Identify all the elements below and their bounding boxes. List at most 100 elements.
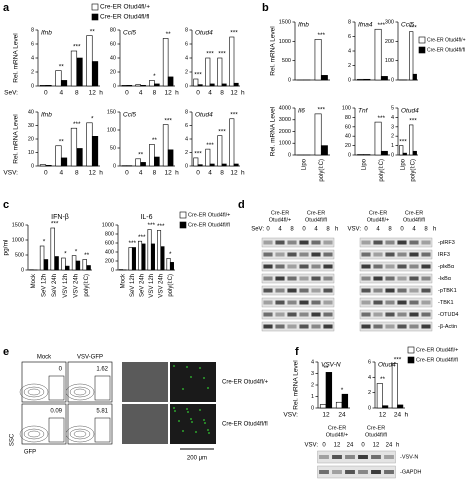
lane-label: 4: [278, 227, 282, 233]
legend-label: Cre-ER Otud4fl/fl: [100, 14, 150, 21]
blot-header: Otud4fl/fl: [305, 217, 327, 223]
x-tick-label: SeV 12h: [130, 274, 136, 297]
y-tick-label: 2: [185, 69, 188, 75]
x-tick-label: SeV 12h: [42, 274, 48, 297]
y-tick-label: 0: [185, 163, 188, 169]
x-tick-label: 8: [153, 90, 157, 97]
lane-label: 12: [334, 443, 341, 449]
x-tick-label: poly(I:C): [84, 274, 90, 297]
gfp-cell: [190, 418, 192, 420]
blot-band: [385, 300, 395, 305]
x-tick-label: Lipo: [361, 158, 367, 170]
x-tick-label: Mock: [120, 273, 126, 288]
x-tick-label: 12: [165, 90, 173, 97]
y-tick-label: 3000: [279, 117, 291, 123]
significance: ***: [377, 115, 385, 122]
bar: [135, 158, 141, 167]
y-tick-label: 4: [185, 136, 188, 142]
x-tick-label: 4: [208, 90, 212, 97]
bar: [140, 85, 146, 87]
y-axis-label: pg/ml: [3, 239, 10, 255]
chart-title: Ccl5: [123, 30, 136, 37]
blot-band: [371, 455, 381, 459]
blot-treatment: SeV:: [251, 227, 264, 233]
chart-title: IL-6: [140, 214, 152, 221]
blot-band: [287, 324, 297, 329]
blot-strip: [359, 237, 433, 248]
flow-contour: [23, 428, 45, 440]
blot-band: [287, 312, 297, 317]
significance: ***: [218, 51, 226, 58]
blot-row-label: -β-Actin: [438, 324, 457, 330]
bar: [82, 259, 87, 271]
x-tick-label: poly(I:C): [168, 274, 174, 297]
y-tick-label: 100: [385, 58, 394, 64]
blot-band: [397, 288, 407, 293]
blot-band: [311, 276, 321, 281]
gfp-cell: [186, 366, 188, 368]
chart-title: Otud4: [195, 112, 213, 119]
significance: **: [84, 252, 90, 259]
gfp-cell: [207, 429, 209, 431]
bar: [70, 127, 78, 167]
blot-header: Cre-ER: [271, 210, 289, 216]
gfp-cell: [173, 365, 175, 367]
x-tick-label: Mock: [31, 273, 37, 288]
bar: [160, 246, 165, 271]
legend-swatch: [91, 13, 99, 21]
flow-plot: [67, 403, 113, 445]
y-tick-label: 2: [185, 150, 188, 156]
blot-band: [421, 300, 431, 305]
lane-label: 8: [290, 227, 294, 233]
blot-band: [421, 324, 431, 329]
blot-band: [345, 470, 355, 474]
y-tick-label: 8: [185, 109, 188, 115]
blot-band: [299, 264, 309, 269]
blot-band: [409, 300, 419, 305]
bar: [374, 121, 382, 156]
y-tick-label: 4: [391, 115, 394, 121]
bar: [86, 265, 91, 271]
y-tick-label: 1: [391, 143, 394, 149]
x-tick-label: 0: [125, 170, 129, 177]
y-tick-label: 20: [110, 69, 116, 75]
x-tick-label: 24: [338, 412, 346, 419]
x-tick-label: 12: [89, 170, 97, 177]
blot-band: [409, 252, 419, 257]
y-tick-label: 4: [348, 48, 351, 54]
bar: [39, 245, 45, 271]
blot-band: [275, 324, 285, 329]
x-tick-label: 8: [220, 90, 224, 97]
blot-band: [421, 276, 431, 281]
gfp-cell: [199, 367, 201, 369]
y-tick-label: 6: [348, 34, 351, 40]
y-tick-label: 4: [185, 55, 188, 61]
chart-title: Ccl5: [401, 22, 414, 29]
y-tick-label: 2: [311, 382, 314, 388]
blot-band: [275, 240, 285, 245]
blot-band: [299, 252, 309, 257]
significance: ***: [138, 234, 146, 241]
significance: **: [90, 28, 96, 35]
bar: [50, 227, 55, 271]
blot-strip: [359, 273, 433, 284]
y-tick-label: 60: [110, 41, 116, 47]
y-tick-label: 200: [105, 258, 114, 264]
legend-label: Cre-ER Otud4fl/+: [188, 212, 230, 218]
y-tick-label: 2000: [279, 129, 291, 135]
x-tick-label: Lipo: [401, 158, 407, 170]
x-tick-label: VSV 24h: [158, 274, 164, 298]
blot-band: [361, 300, 371, 305]
blot-band: [275, 276, 285, 281]
blot-band: [385, 264, 395, 269]
blot-row-label: -pIRF3: [438, 240, 455, 246]
significance: ***: [409, 24, 417, 31]
flow-contour: [19, 425, 49, 443]
y-tick-label: 100: [107, 127, 116, 133]
chart-title: Tnf: [358, 108, 369, 115]
bar: [335, 401, 343, 409]
blot-band: [332, 470, 342, 474]
y-tick-label: 2: [348, 63, 351, 69]
bar: [193, 157, 199, 167]
x-unit: h: [99, 170, 103, 177]
